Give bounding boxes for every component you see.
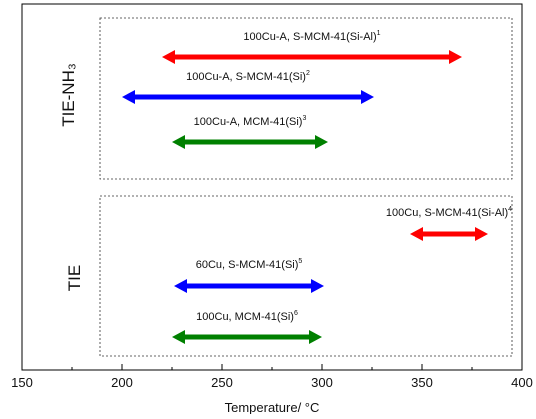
group-label-tie: TIE: [65, 265, 84, 291]
x-axis-ticks: 150 200 250 300 350 400: [11, 364, 533, 390]
range-arrow: [122, 90, 374, 104]
x-tick-label: 250: [211, 375, 233, 390]
x-tick-label: 400: [511, 375, 533, 390]
x-tick-label: 200: [111, 375, 133, 390]
group-box-tie: [99, 195, 513, 357]
x-tick-label: 150: [11, 375, 33, 390]
range-arrows: 100Cu-A, S-MCM-41(Si-Al)1 100Cu-A, S-MCM-…: [122, 30, 512, 344]
x-tick-label: 350: [411, 375, 433, 390]
range-label: 100Cu, S-MCM-41(Si-Al)4: [386, 206, 512, 219]
range-arrow: [410, 227, 488, 241]
x-axis-title: Temperature/ °C: [225, 400, 320, 414]
range-label: 100Cu-A, MCM-41(Si)3: [194, 115, 307, 128]
x-tick-label: 300: [311, 375, 333, 390]
range-label: 60Cu, S-MCM-41(Si)5: [196, 258, 303, 271]
range-arrow: [162, 50, 462, 64]
group-label-tie-nh3: TIE-NH₃: [59, 63, 78, 127]
group-box-tie-nh3: [99, 17, 513, 180]
range-arrow: [174, 279, 324, 293]
range-label: 100Cu-A, S-MCM-41(Si-Al)1: [243, 30, 380, 43]
range-arrow: [172, 135, 328, 149]
range-arrow: [172, 330, 322, 344]
range-label: 100Cu-A, S-MCM-41(Si)2: [186, 70, 310, 83]
range-label: 100Cu, MCM-41(Si)6: [196, 310, 298, 323]
